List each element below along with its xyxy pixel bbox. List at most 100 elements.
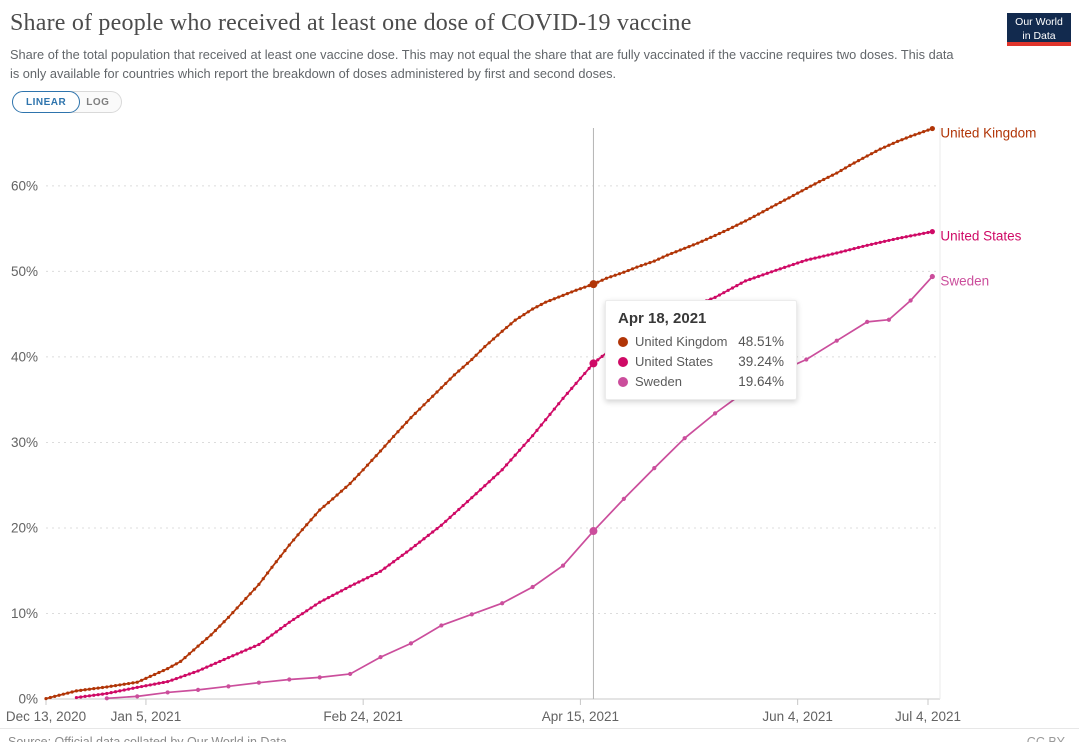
data-point <box>813 256 817 260</box>
data-point <box>856 159 861 163</box>
chart-title: Share of people who received at least on… <box>10 10 692 36</box>
data-point <box>331 497 335 501</box>
data-point <box>287 543 291 547</box>
hovered-data-point <box>589 359 598 368</box>
data-point <box>722 291 726 295</box>
data-point <box>804 357 809 362</box>
data-point <box>835 251 839 255</box>
data-point <box>544 418 548 422</box>
data-point <box>900 138 904 142</box>
data-point <box>830 252 835 256</box>
data-point <box>500 329 504 333</box>
data-point <box>769 205 774 209</box>
data-point <box>865 243 869 247</box>
owid-logo[interactable]: Our World in Data <box>1007 13 1071 46</box>
data-point <box>118 683 122 687</box>
data-point <box>378 449 383 453</box>
data-point <box>231 654 235 658</box>
data-point <box>869 152 874 156</box>
data-point <box>309 606 313 610</box>
license-link[interactable]: CC BY <box>1026 735 1065 742</box>
data-point <box>895 139 900 144</box>
data-point <box>874 149 878 153</box>
y-tick-label: 20% <box>11 520 38 535</box>
data-point <box>531 434 535 438</box>
data-point <box>244 648 248 652</box>
source-note: Source: Official data collated by Our Wo… <box>8 735 287 742</box>
data-point <box>565 292 569 296</box>
data-point <box>374 571 378 576</box>
data-point <box>457 507 461 512</box>
data-point <box>778 267 782 271</box>
data-point <box>852 247 856 251</box>
data-point <box>409 416 413 420</box>
data-point <box>365 463 370 467</box>
data-point <box>830 173 835 177</box>
data-point <box>122 682 126 686</box>
data-point <box>239 601 244 605</box>
data-point <box>539 423 543 427</box>
data-point <box>848 248 852 252</box>
tooltip-row-value: 19.64% <box>738 374 784 389</box>
data-point <box>279 554 283 558</box>
data-point <box>200 667 205 671</box>
data-point <box>248 646 252 650</box>
data-point <box>374 454 378 458</box>
data-point <box>687 244 691 249</box>
data-point <box>313 513 317 517</box>
series-united-states <box>74 229 935 700</box>
linear-scale-button[interactable]: LINEAR <box>12 91 81 113</box>
log-scale-button[interactable]: LOG <box>68 91 123 113</box>
data-point <box>774 268 778 272</box>
data-point <box>748 217 752 221</box>
data-point <box>222 620 226 624</box>
data-point <box>483 484 487 488</box>
data-point <box>796 261 800 265</box>
data-point <box>826 175 830 179</box>
data-point <box>387 563 391 567</box>
data-point <box>361 578 365 582</box>
data-point <box>431 530 435 534</box>
data-point <box>835 171 839 175</box>
y-tick-label: 0% <box>18 692 38 707</box>
data-point <box>196 669 200 673</box>
series-label-united-kingdom[interactable]: United Kingdom <box>940 126 1036 141</box>
data-point <box>126 687 131 691</box>
data-point <box>509 322 513 326</box>
data-point <box>496 472 500 476</box>
data-point <box>869 242 874 246</box>
data-point <box>856 245 861 250</box>
data-point <box>174 662 178 666</box>
data-point <box>800 189 804 193</box>
data-point <box>457 369 461 373</box>
series-label-united-states[interactable]: United States <box>940 229 1021 244</box>
data-point <box>557 295 561 299</box>
data-point <box>148 683 152 687</box>
data-point <box>743 279 748 283</box>
y-gridlines <box>46 185 940 700</box>
data-point <box>713 411 718 416</box>
data-point <box>787 196 791 200</box>
tooltip-row-sweden: Sweden 19.64% <box>618 374 784 389</box>
data-point <box>439 623 444 628</box>
data-point <box>166 680 170 684</box>
data-point <box>261 639 265 643</box>
data-point <box>791 193 795 198</box>
data-point <box>383 444 387 448</box>
data-point <box>617 272 622 276</box>
data-point <box>730 225 735 229</box>
data-point <box>661 255 665 259</box>
data-point <box>709 297 713 301</box>
data-point <box>791 262 795 267</box>
data-point <box>57 693 61 697</box>
data-point <box>552 297 556 301</box>
series-united-kingdom <box>44 125 935 701</box>
data-point <box>148 674 152 679</box>
data-point <box>878 147 882 151</box>
data-point <box>465 361 470 365</box>
data-point <box>700 239 704 243</box>
series-label-sweden[interactable]: Sweden <box>940 274 989 289</box>
data-point <box>465 500 470 504</box>
